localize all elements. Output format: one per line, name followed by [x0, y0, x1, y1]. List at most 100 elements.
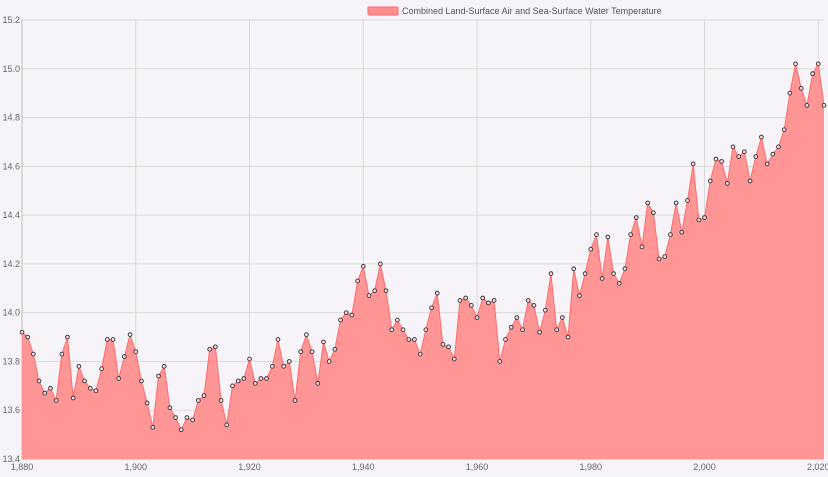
data-point[interactable]: [139, 378, 144, 384]
data-point[interactable]: [400, 327, 406, 333]
data-point[interactable]: [201, 393, 207, 398]
data-point[interactable]: [622, 266, 628, 272]
data-point[interactable]: [332, 346, 338, 352]
data-point[interactable]: [110, 337, 116, 342]
data-point[interactable]: [457, 298, 463, 303]
data-point[interactable]: [87, 385, 93, 391]
data-point[interactable]: [793, 61, 798, 67]
data-point[interactable]: [719, 159, 724, 164]
data-point[interactable]: [349, 312, 355, 318]
data-point[interactable]: [542, 307, 548, 313]
data-point[interactable]: [252, 381, 258, 386]
data-point[interactable]: [389, 327, 395, 333]
data-point[interactable]: [628, 232, 633, 237]
data-point[interactable]: [395, 317, 400, 323]
data-point[interactable]: [804, 103, 810, 108]
data-point[interactable]: [713, 156, 719, 162]
data-point[interactable]: [25, 334, 31, 340]
data-point[interactable]: [645, 200, 651, 206]
data-point[interactable]: [514, 315, 520, 320]
data-point[interactable]: [480, 295, 486, 301]
data-point[interactable]: [491, 298, 497, 303]
data-point[interactable]: [59, 351, 65, 357]
data-point[interactable]: [127, 332, 133, 337]
data-point[interactable]: [821, 103, 827, 108]
data-point[interactable]: [571, 266, 577, 272]
data-point[interactable]: [724, 181, 730, 186]
data-point[interactable]: [247, 356, 252, 362]
data-point[interactable]: [156, 373, 161, 379]
data-point[interactable]: [195, 398, 201, 403]
legend-swatch[interactable]: [367, 6, 399, 16]
data-point[interactable]: [355, 278, 360, 284]
legend-label[interactable]: Combined Land-Surface Air and Sea-Surfac…: [402, 6, 662, 16]
data-point[interactable]: [446, 344, 451, 350]
data-point[interactable]: [377, 261, 383, 267]
data-point[interactable]: [281, 363, 286, 369]
data-point[interactable]: [611, 271, 616, 276]
data-point[interactable]: [309, 349, 315, 355]
data-point[interactable]: [235, 378, 241, 384]
data-point[interactable]: [759, 134, 764, 140]
data-point[interactable]: [366, 293, 372, 298]
data-point[interactable]: [486, 300, 491, 306]
data-point[interactable]: [298, 349, 304, 355]
data-point[interactable]: [383, 288, 389, 294]
data-point[interactable]: [702, 215, 707, 220]
data-point[interactable]: [594, 232, 599, 237]
data-point[interactable]: [190, 417, 195, 423]
data-point[interactable]: [565, 334, 571, 340]
data-point[interactable]: [213, 344, 218, 350]
data-point[interactable]: [207, 346, 213, 352]
data-point[interactable]: [429, 305, 434, 311]
data-point[interactable]: [42, 390, 48, 396]
data-point[interactable]: [474, 315, 480, 320]
data-point[interactable]: [599, 276, 605, 281]
data-point[interactable]: [770, 151, 776, 157]
data-point[interactable]: [230, 383, 235, 389]
data-point[interactable]: [787, 90, 793, 96]
data-point[interactable]: [133, 349, 139, 355]
data-point[interactable]: [292, 398, 298, 403]
data-point[interactable]: [178, 427, 184, 433]
data-point[interactable]: [31, 351, 36, 357]
data-point[interactable]: [224, 422, 230, 428]
data-point[interactable]: [690, 161, 696, 167]
data-point[interactable]: [798, 85, 804, 91]
data-point[interactable]: [150, 424, 156, 430]
data-point[interactable]: [360, 263, 366, 269]
data-point[interactable]: [440, 342, 446, 347]
data-point[interactable]: [577, 293, 582, 298]
data-point[interactable]: [269, 363, 275, 369]
data-point[interactable]: [582, 271, 588, 276]
data-point[interactable]: [525, 298, 531, 303]
data-point[interactable]: [304, 332, 309, 337]
data-point[interactable]: [469, 303, 474, 308]
data-point[interactable]: [736, 154, 742, 159]
data-point[interactable]: [93, 388, 99, 394]
data-point[interactable]: [673, 200, 679, 206]
data-point[interactable]: [275, 337, 281, 342]
data-point[interactable]: [315, 381, 321, 386]
data-point[interactable]: [747, 178, 753, 184]
data-point[interactable]: [116, 376, 122, 381]
data-point[interactable]: [343, 310, 349, 316]
data-point[interactable]: [503, 337, 508, 342]
data-point[interactable]: [548, 271, 554, 276]
data-point[interactable]: [161, 363, 167, 369]
data-point[interactable]: [338, 317, 343, 323]
data-point[interactable]: [730, 144, 736, 150]
data-point[interactable]: [76, 363, 82, 369]
data-point[interactable]: [184, 415, 190, 420]
data-point[interactable]: [497, 359, 503, 364]
data-point[interactable]: [633, 215, 639, 220]
data-point[interactable]: [372, 288, 377, 294]
data-point[interactable]: [616, 281, 622, 286]
data-point[interactable]: [144, 400, 150, 406]
data-point[interactable]: [36, 378, 42, 384]
data-point[interactable]: [508, 324, 514, 330]
data-point[interactable]: [537, 329, 542, 335]
data-point[interactable]: [218, 398, 224, 403]
data-point[interactable]: [48, 385, 53, 391]
data-point[interactable]: [656, 256, 662, 262]
